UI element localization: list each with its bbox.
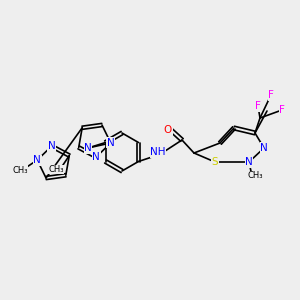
Text: S: S: [212, 157, 218, 167]
Text: N: N: [245, 157, 253, 167]
Text: NH: NH: [150, 147, 166, 157]
Text: F: F: [255, 101, 261, 111]
Text: N: N: [107, 138, 115, 148]
Text: N: N: [48, 141, 56, 151]
Text: CH₃: CH₃: [13, 166, 28, 175]
Text: N: N: [260, 143, 268, 153]
Text: F: F: [279, 105, 285, 115]
Text: N: N: [92, 152, 100, 162]
Text: F: F: [268, 90, 274, 100]
Text: N: N: [33, 155, 41, 165]
Text: CH₃: CH₃: [49, 165, 64, 174]
Text: O: O: [164, 125, 172, 135]
Text: CH₃: CH₃: [247, 172, 263, 181]
Text: N: N: [84, 143, 92, 153]
